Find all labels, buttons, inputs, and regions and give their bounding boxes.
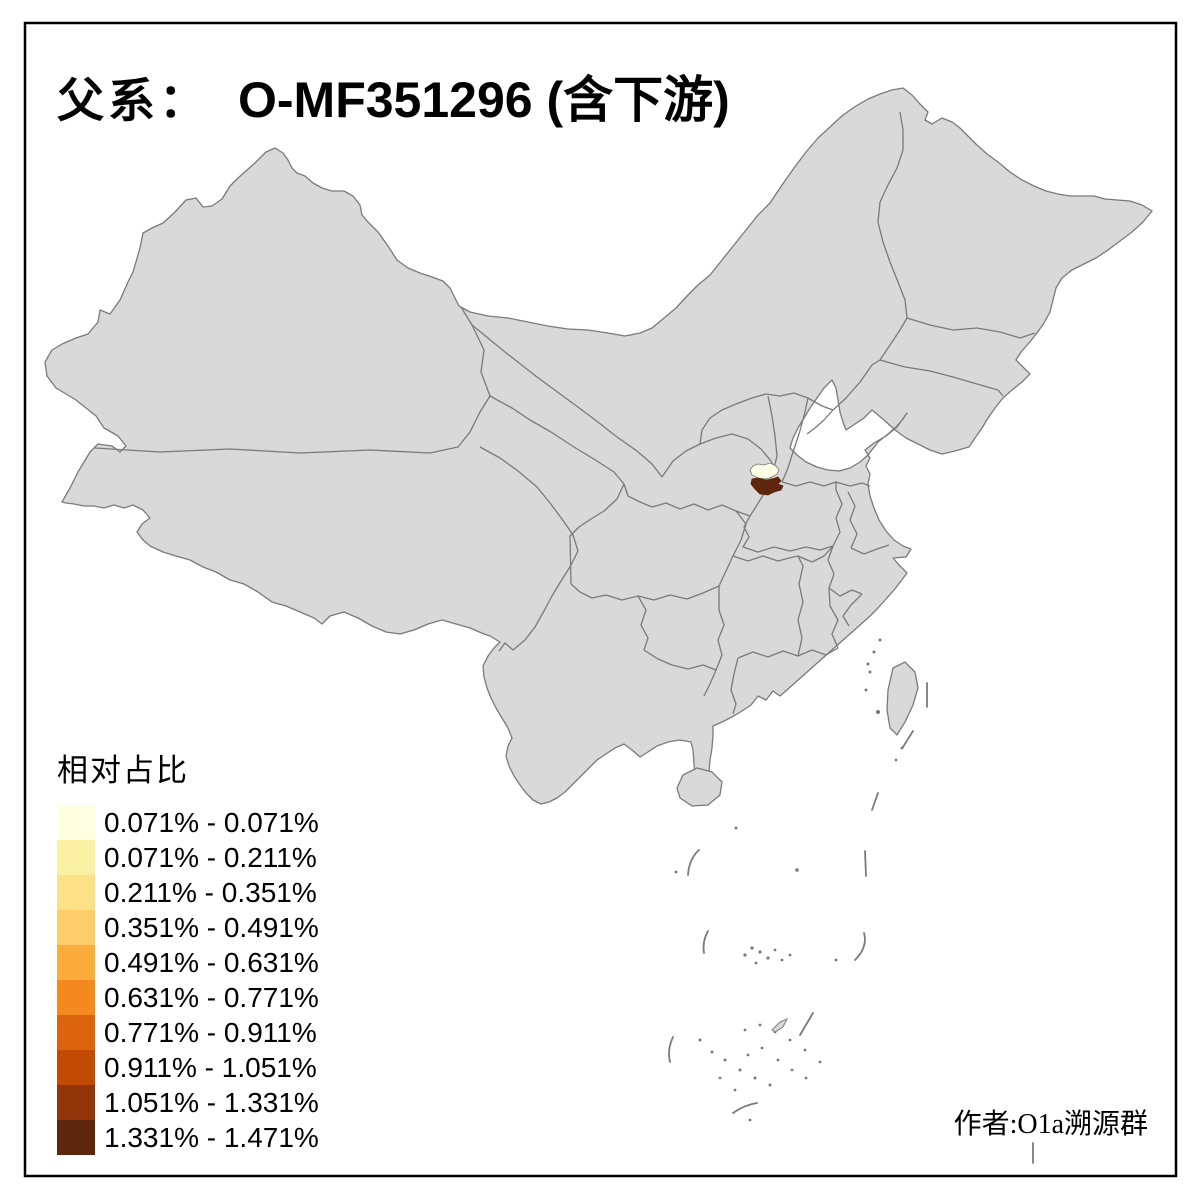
south-china-sea-islands bbox=[674, 638, 904, 1122]
title-haplogroup: O-MF351296 (含下游) bbox=[238, 72, 730, 128]
legend-swatch bbox=[57, 840, 95, 875]
legend-label: 0.771% - 0.911% bbox=[104, 1017, 317, 1048]
legend-swatch bbox=[57, 910, 95, 945]
legend-title: 相对占比 bbox=[57, 753, 189, 788]
legend-row: 1.051% - 1.331% bbox=[57, 1085, 319, 1120]
legend-row: 0.911% - 1.051% bbox=[57, 1050, 319, 1085]
legend-label: 0.351% - 0.491% bbox=[104, 912, 319, 943]
legend-label: 0.491% - 0.631% bbox=[104, 947, 319, 978]
spratly-main-island bbox=[771, 1018, 789, 1033]
legend-label: 0.211% - 0.351% bbox=[104, 877, 317, 908]
legend-row: 0.631% - 0.771% bbox=[57, 980, 319, 1015]
legend-row: 0.071% - 0.211% bbox=[57, 840, 319, 875]
mainland-outline bbox=[44, 87, 1153, 805]
legend-swatch bbox=[57, 1120, 95, 1155]
legend-row: 0.071% - 0.071% bbox=[57, 805, 319, 840]
legend-swatch bbox=[57, 1050, 95, 1085]
legend-swatch bbox=[57, 1085, 95, 1120]
legend-label: 0.071% - 0.071% bbox=[104, 807, 319, 838]
nine-dash-line-segments bbox=[668, 682, 1034, 1164]
legend-row: 0.211% - 0.351% bbox=[57, 875, 319, 910]
legend-swatch bbox=[57, 945, 95, 980]
legend-swatch bbox=[57, 1015, 95, 1050]
legend-label: 0.911% - 1.051% bbox=[104, 1052, 317, 1083]
legend-row: 0.491% - 0.631% bbox=[57, 945, 319, 980]
legend: 相对占比 0.071% - 0.071% 0.071% - 0.211% 0.2… bbox=[57, 745, 319, 1155]
province-borders bbox=[94, 111, 1036, 715]
map-frame bbox=[23, 21, 1178, 1178]
hainan-island bbox=[676, 767, 723, 807]
legend-label: 0.631% - 0.771% bbox=[104, 982, 319, 1013]
legend-label: 1.051% - 1.331% bbox=[104, 1087, 319, 1118]
title-prefix: 父系： bbox=[57, 76, 210, 128]
page-title: 父系： O-MF351296 (含下游) bbox=[57, 60, 730, 132]
legend-swatch bbox=[57, 980, 95, 1015]
legend-row: 1.331% - 1.471% bbox=[57, 1120, 319, 1155]
highlight-region-high bbox=[750, 476, 784, 496]
legend-row: 0.771% - 0.911% bbox=[57, 1015, 319, 1050]
legend-swatch bbox=[57, 875, 95, 910]
taiwan-island bbox=[886, 661, 919, 737]
author-credit: 作者:O1a溯源群 bbox=[953, 1109, 1148, 1140]
legend-label: 0.071% - 0.211% bbox=[104, 842, 317, 873]
legend-label: 1.331% - 1.471% bbox=[104, 1122, 319, 1153]
legend-row: 0.351% - 0.491% bbox=[57, 910, 319, 945]
legend-swatch bbox=[57, 805, 95, 840]
